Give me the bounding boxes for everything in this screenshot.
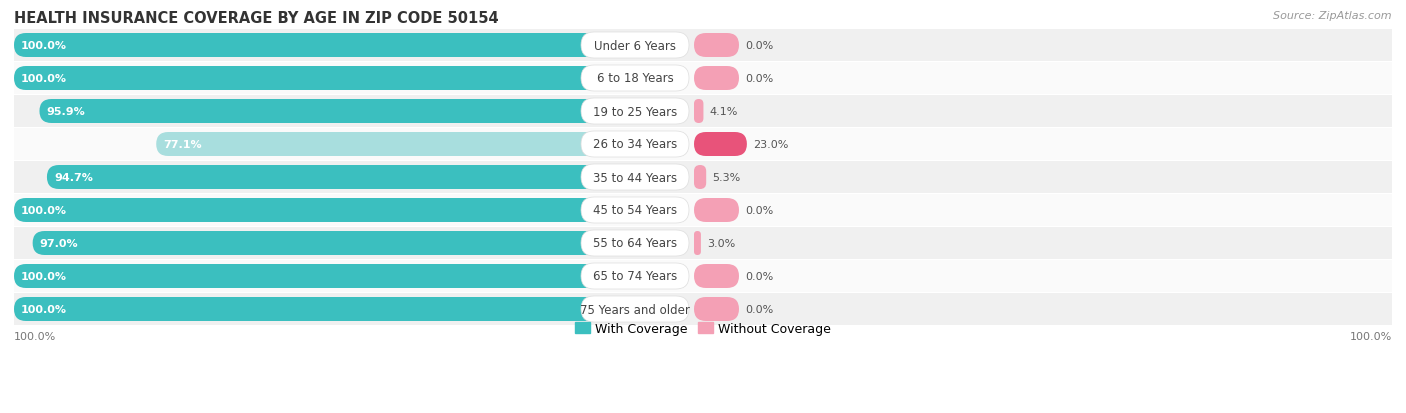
FancyBboxPatch shape [695,67,740,91]
Text: 94.7%: 94.7% [53,173,93,183]
Text: 100.0%: 100.0% [14,331,56,341]
Text: 100.0%: 100.0% [21,74,67,84]
Text: 75 Years and older: 75 Years and older [581,303,690,316]
FancyBboxPatch shape [581,197,689,223]
FancyBboxPatch shape [14,264,636,288]
Text: 77.1%: 77.1% [163,140,202,150]
Bar [14,228,1392,259]
FancyBboxPatch shape [581,263,689,289]
Bar [14,129,1392,161]
Text: 45 to 54 Years: 45 to 54 Years [593,204,678,217]
Text: 19 to 25 Years: 19 to 25 Years [593,105,678,118]
Text: Source: ZipAtlas.com: Source: ZipAtlas.com [1274,11,1392,21]
FancyBboxPatch shape [695,199,740,223]
Legend: With Coverage, Without Coverage: With Coverage, Without Coverage [575,322,831,335]
Text: 23.0%: 23.0% [752,140,789,150]
Text: 100.0%: 100.0% [1350,331,1392,341]
FancyBboxPatch shape [695,34,740,58]
Text: 55 to 64 Years: 55 to 64 Years [593,237,678,250]
Text: 100.0%: 100.0% [21,304,67,314]
FancyBboxPatch shape [14,67,636,91]
Text: 100.0%: 100.0% [21,206,67,216]
FancyBboxPatch shape [581,132,689,158]
FancyBboxPatch shape [156,133,636,157]
Text: 5.3%: 5.3% [713,173,741,183]
Text: Under 6 Years: Under 6 Years [593,39,676,52]
Text: 100.0%: 100.0% [21,41,67,51]
Text: 100.0%: 100.0% [21,271,67,281]
FancyBboxPatch shape [14,199,636,223]
FancyBboxPatch shape [581,165,689,190]
Text: 4.1%: 4.1% [710,107,738,117]
FancyBboxPatch shape [14,34,636,58]
Text: 0.0%: 0.0% [745,41,773,51]
Text: 6 to 18 Years: 6 to 18 Years [596,72,673,85]
Bar [14,96,1392,128]
Bar [14,63,1392,95]
FancyBboxPatch shape [46,166,636,190]
Text: 97.0%: 97.0% [39,238,79,248]
FancyBboxPatch shape [695,231,702,255]
Text: 35 to 44 Years: 35 to 44 Years [593,171,678,184]
Text: HEALTH INSURANCE COVERAGE BY AGE IN ZIP CODE 50154: HEALTH INSURANCE COVERAGE BY AGE IN ZIP … [14,11,499,26]
FancyBboxPatch shape [695,100,703,124]
FancyBboxPatch shape [581,99,689,125]
Text: 0.0%: 0.0% [745,74,773,84]
Text: 0.0%: 0.0% [745,206,773,216]
FancyBboxPatch shape [581,296,689,322]
FancyBboxPatch shape [695,264,740,288]
FancyBboxPatch shape [32,231,636,255]
Bar [14,161,1392,194]
Text: 26 to 34 Years: 26 to 34 Years [593,138,678,151]
FancyBboxPatch shape [695,166,706,190]
FancyBboxPatch shape [695,133,747,157]
FancyBboxPatch shape [14,297,636,321]
Bar [14,30,1392,62]
Text: 3.0%: 3.0% [707,238,735,248]
Text: 0.0%: 0.0% [745,304,773,314]
FancyBboxPatch shape [39,100,636,124]
Bar [14,195,1392,226]
Bar [14,293,1392,325]
Text: 95.9%: 95.9% [46,107,86,117]
Text: 65 to 74 Years: 65 to 74 Years [593,270,678,283]
Bar [14,260,1392,292]
FancyBboxPatch shape [581,230,689,256]
Text: 0.0%: 0.0% [745,271,773,281]
FancyBboxPatch shape [695,297,740,321]
FancyBboxPatch shape [581,66,689,92]
FancyBboxPatch shape [581,33,689,59]
